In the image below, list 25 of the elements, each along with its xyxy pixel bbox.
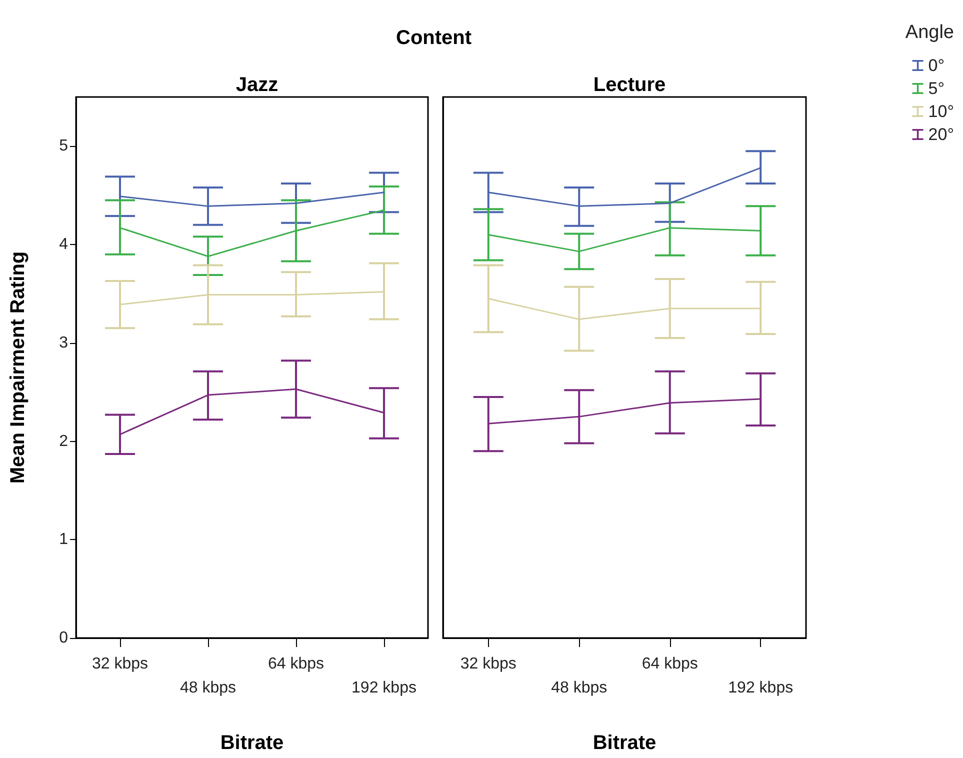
x-tick-label: 192 kbps [352,680,416,696]
legend-label: 10° [928,102,954,121]
text: Content [396,27,472,49]
x-axis-title: Bitrate [220,732,284,754]
y-tick-label: 4 [59,236,68,254]
chart-title: Jazz [236,74,278,96]
legend-label: 0° [928,56,945,75]
y-tick-label: 3 [59,334,68,352]
x-tick-label: 64 kbps [642,656,698,672]
x-tick-label: 192 kbps [728,680,794,696]
y-axis-title: Mean Impairment Rating [7,251,29,484]
y-tick-label: 0 [59,630,68,646]
x-tick-label: 64 kbps [268,656,324,672]
x-tick-label: 32 kbps [92,656,148,672]
legend-label: 5° [928,79,945,98]
chart-title: Lecture [593,74,666,96]
y-tick-label: 2 [59,432,68,450]
x-axis-title: Bitrate [592,732,656,754]
x-tick-label: 48 kbps [180,680,236,696]
x-tick-label: 32 kbps [460,656,516,672]
legend-label: 20° [928,125,954,144]
legend-title: Angle [905,22,954,43]
y-tick-label: 5 [59,138,68,155]
x-tick-label: 48 kbps [551,680,608,696]
y-tick-label: 1 [59,531,68,548]
